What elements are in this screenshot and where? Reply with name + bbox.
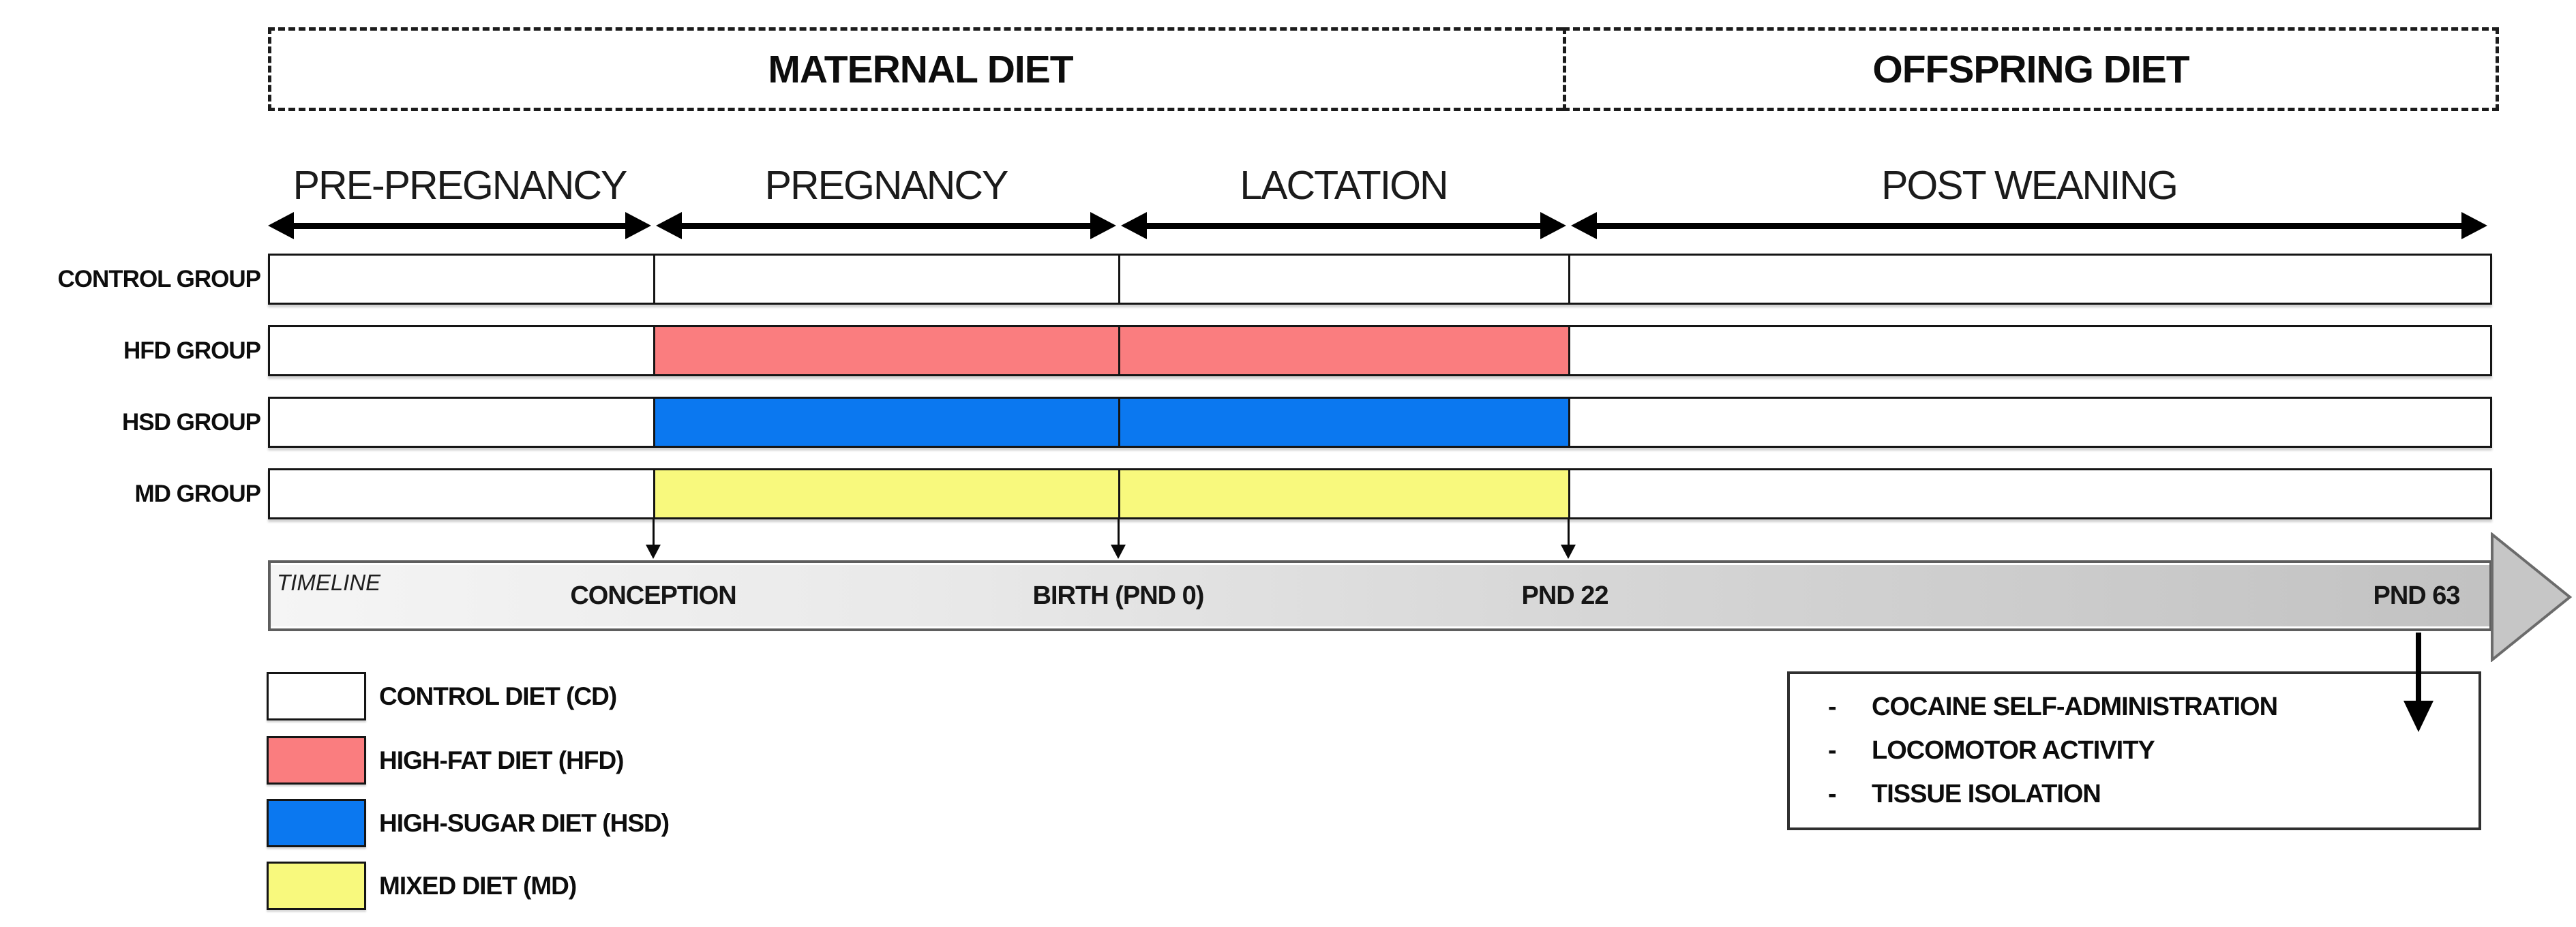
group-label-hfd: HFD GROUP bbox=[123, 337, 261, 364]
pre-pregnancy-arrow bbox=[268, 212, 651, 239]
pnd63-arrowhead-icon bbox=[2403, 701, 2433, 732]
pnd63-arrow-shaft bbox=[2416, 633, 2421, 703]
outcomes-box: - COCAINE SELF-ADMINISTRATION - LOCOMOTO… bbox=[1787, 671, 2481, 830]
hsd-diet-segment bbox=[653, 399, 1568, 446]
legend-swatch-control bbox=[267, 672, 366, 720]
birth-divider bbox=[1118, 470, 1120, 517]
legend-label-md: MIXED DIET (MD) bbox=[379, 872, 577, 900]
arrow-left-head-icon bbox=[1571, 212, 1597, 239]
phase-label-pregnancy: PREGNANCY bbox=[764, 163, 1009, 208]
bullet-dash: - bbox=[1828, 693, 1837, 721]
arrow-left-head-icon bbox=[656, 212, 682, 239]
bullet-dash: - bbox=[1828, 780, 1837, 808]
hfd-diet-segment bbox=[653, 327, 1568, 374]
arrow-right-head-icon bbox=[1090, 212, 1116, 239]
birth-connector bbox=[1118, 519, 1120, 547]
maternal-diet-title: MATERNAL DIET bbox=[768, 47, 1073, 91]
arrow-left-head-icon bbox=[1121, 212, 1147, 239]
conception-arrowhead-icon bbox=[646, 545, 661, 559]
timeline-band bbox=[268, 560, 2492, 631]
conception-divider bbox=[653, 470, 655, 517]
offspring-diet-box: OFFSPRING DIET bbox=[1563, 27, 2499, 111]
offspring-diet-title: OFFSPRING DIET bbox=[1872, 47, 2189, 91]
md-group-bar bbox=[268, 468, 2492, 519]
phase-label-lactation: LACTATION bbox=[1240, 163, 1448, 208]
birth-arrowhead-icon bbox=[1111, 545, 1126, 559]
outcome-label: TISSUE ISOLATION bbox=[1872, 780, 2101, 808]
conception-divider bbox=[653, 399, 655, 446]
pnd22-divider bbox=[1568, 327, 1570, 374]
legend-label-hfd: HIGH-FAT DIET (HFD) bbox=[379, 746, 624, 774]
pregnancy-arrow bbox=[656, 212, 1116, 239]
outcome-label: COCAINE SELF-ADMINISTRATION bbox=[1872, 693, 2278, 721]
control-group-bar bbox=[268, 254, 2492, 305]
outcome-item: - TISSUE ISOLATION bbox=[1828, 773, 2478, 817]
legend-swatch-hfd bbox=[267, 736, 366, 785]
conception-divider bbox=[653, 327, 655, 374]
phase-label-pre-pregnancy: PRE-PREGNANCY bbox=[293, 163, 628, 208]
legend-swatch-hsd bbox=[267, 799, 366, 847]
milestone-pnd63: PND 63 bbox=[2373, 581, 2460, 610]
pnd22-divider bbox=[1568, 256, 1570, 303]
birth-divider bbox=[1118, 256, 1120, 303]
phase-label-post-weaning: POST WEANING bbox=[1881, 163, 2178, 208]
bullet-dash: - bbox=[1828, 736, 1837, 765]
milestone-birth: BIRTH (PND 0) bbox=[1032, 581, 1205, 610]
hfd-group-bar bbox=[268, 325, 2492, 376]
group-label-control: CONTROL GROUP bbox=[57, 266, 261, 292]
arrow-right-head-icon bbox=[625, 212, 651, 239]
timeline-arrowhead-icon bbox=[2491, 532, 2573, 662]
legend-swatch-md bbox=[267, 862, 366, 910]
arrow-right-head-icon bbox=[2461, 212, 2487, 239]
outcome-item: - COCAINE SELF-ADMINISTRATION bbox=[1828, 686, 2478, 729]
legend-label-control: CONTROL DIET (CD) bbox=[379, 682, 617, 710]
arrow-left-head-icon bbox=[268, 212, 294, 239]
pnd22-divider bbox=[1568, 399, 1570, 446]
legend-label-hsd: HIGH-SUGAR DIET (HSD) bbox=[379, 809, 670, 837]
birth-divider bbox=[1118, 399, 1120, 446]
milestone-conception: CONCEPTION bbox=[570, 581, 736, 610]
maternal-diet-box: MATERNAL DIET bbox=[268, 27, 1573, 111]
outcome-label: LOCOMOTOR ACTIVITY bbox=[1872, 736, 2155, 765]
pnd22-arrowhead-icon bbox=[1561, 545, 1576, 559]
md-diet-segment bbox=[653, 470, 1568, 517]
hsd-group-bar bbox=[268, 397, 2492, 448]
pnd22-connector bbox=[1568, 519, 1570, 547]
milestone-pnd22: PND 22 bbox=[1521, 581, 1608, 610]
pnd22-divider bbox=[1568, 470, 1570, 517]
timeline-word: TIMELINE bbox=[277, 570, 381, 595]
group-label-hsd: HSD GROUP bbox=[122, 409, 261, 436]
post-weaning-arrow bbox=[1571, 212, 2487, 239]
outcome-item: - LOCOMOTOR ACTIVITY bbox=[1828, 729, 2478, 773]
conception-divider bbox=[653, 256, 655, 303]
conception-connector bbox=[653, 519, 655, 547]
arrow-right-head-icon bbox=[1540, 212, 1566, 239]
group-label-md: MD GROUP bbox=[134, 481, 262, 507]
lactation-arrow bbox=[1121, 212, 1566, 239]
birth-divider bbox=[1118, 327, 1120, 374]
